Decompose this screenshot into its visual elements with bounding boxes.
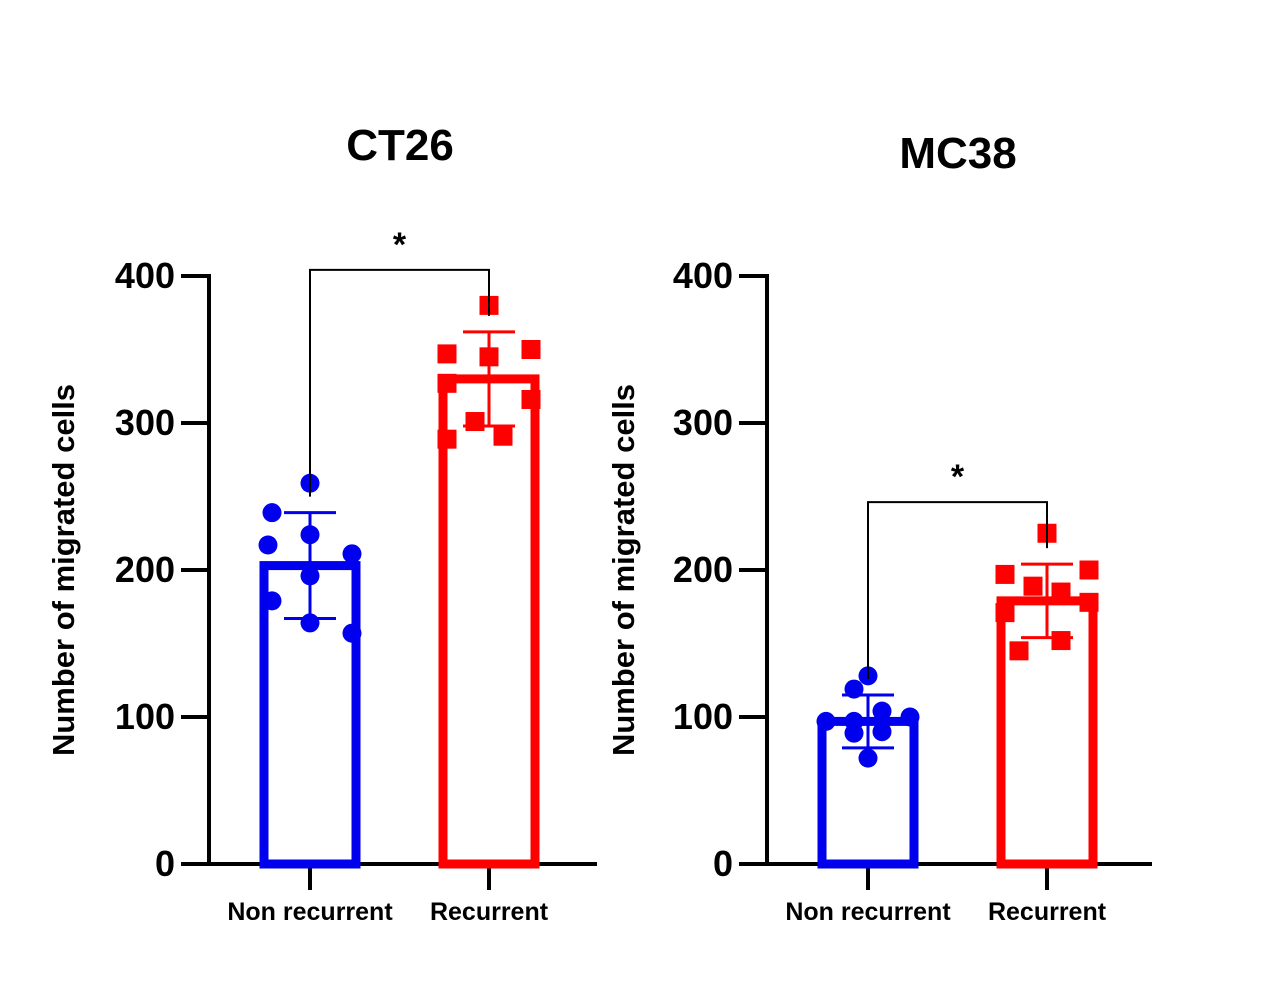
data-point	[1009, 641, 1029, 661]
data-point	[262, 503, 282, 523]
plot-area: 0 100 200 300 400 Non recurrent Recurrent *	[115, 226, 597, 926]
y-tick-label: 400	[673, 255, 733, 296]
significance-bracket	[309, 268, 490, 497]
data-point	[816, 711, 836, 731]
x-tick-label: Non recurrent	[227, 898, 393, 926]
chart-mc38: MC38 Number of migrated cells 0 100 200 300…	[606, 129, 1152, 926]
x-tick-label: Recurrent	[988, 898, 1107, 926]
data-point	[262, 591, 282, 611]
data-point	[1079, 592, 1099, 612]
data-point	[1079, 560, 1099, 580]
chart-title: CT26	[346, 121, 454, 170]
data-point	[872, 722, 892, 742]
y-tick-label: 0	[155, 843, 175, 884]
data-point	[844, 723, 864, 743]
data-point	[300, 613, 320, 633]
data-point	[844, 679, 864, 699]
y-tick-label: 0	[713, 843, 733, 884]
data-point	[342, 623, 362, 643]
y-tick-label: 300	[673, 402, 733, 443]
x-tick-label: Non recurrent	[785, 898, 951, 926]
data-point	[342, 544, 362, 564]
data-point	[465, 412, 485, 432]
y-axis-label: Number of migrated cells	[606, 384, 641, 756]
bar	[996, 596, 1098, 869]
data-point	[521, 340, 541, 359]
chart-title: MC38	[899, 129, 1016, 178]
data-point	[995, 564, 1015, 584]
data-point	[1051, 631, 1071, 651]
data-point	[437, 373, 457, 393]
y-axis-label: Number of migrated cells	[46, 384, 81, 756]
data-point	[493, 426, 513, 446]
significance-label: *	[951, 458, 965, 496]
y-tick-label: 100	[115, 696, 175, 737]
x-tick-label: Recurrent	[430, 898, 549, 926]
plot-area: 0 100 200 300 400 Non recurrent Recurrent *	[673, 255, 1152, 926]
y-tick-label: 200	[115, 549, 175, 590]
data-point	[437, 429, 457, 449]
data-point	[900, 707, 920, 727]
data-point	[437, 344, 457, 364]
data-point	[300, 525, 320, 545]
bar	[438, 374, 540, 869]
data-point	[1051, 582, 1071, 602]
y-tick-label: 300	[115, 402, 175, 443]
data-point	[995, 603, 1015, 623]
data-point	[872, 701, 892, 721]
data-point	[858, 748, 878, 768]
data-point	[1023, 576, 1043, 596]
data-point	[258, 535, 278, 555]
y-tick-label: 200	[673, 549, 733, 590]
y-tick-label: 100	[673, 696, 733, 737]
significance-bracket	[867, 501, 1048, 679]
y-tick-label: 400	[115, 255, 175, 296]
data-point	[479, 347, 499, 367]
data-point	[300, 566, 320, 586]
chart-ct26: CT26 Number of migrated cells 0 100 200 300…	[46, 121, 597, 926]
significance-label: *	[393, 226, 407, 264]
data-point	[521, 389, 541, 409]
